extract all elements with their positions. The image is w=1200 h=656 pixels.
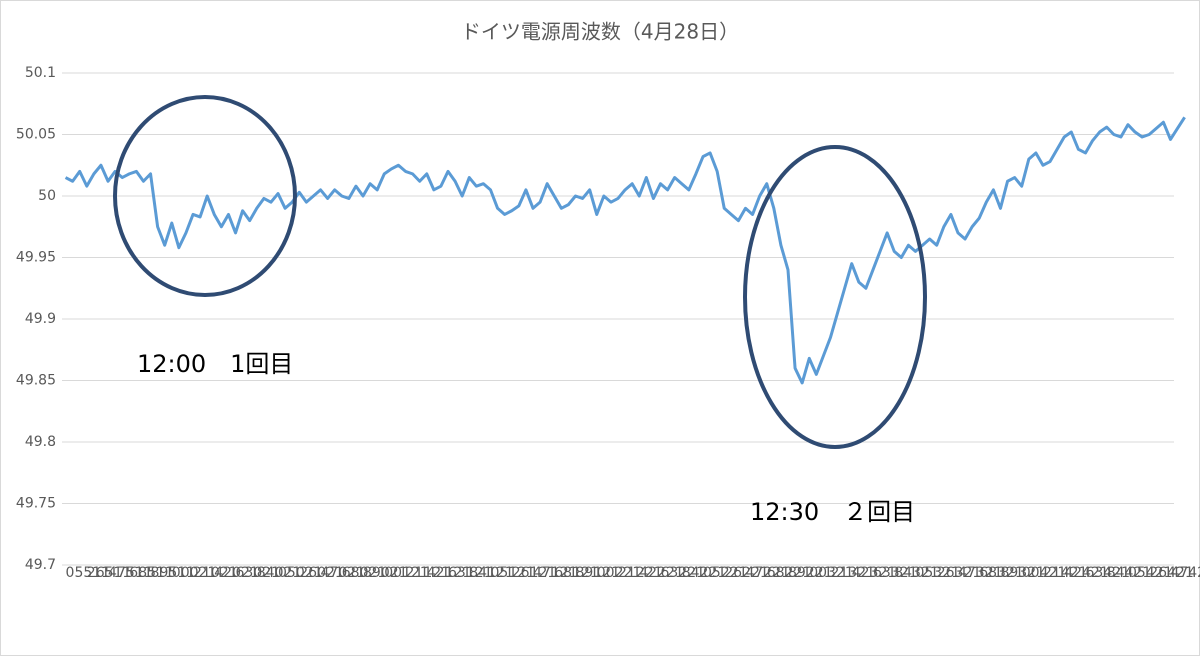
x-tick-label: 42121 [427,565,472,581]
annotation: 12:00 1回目 [137,350,293,378]
x-tick-label: 47221 [745,565,790,581]
x-tick-label: 05021 [278,565,323,581]
highlight-ellipse [113,95,297,297]
x-tick-label: 00121 [384,565,429,581]
x-tick-label: 68021 [342,565,387,581]
x-tick-label: 68321 [979,565,1024,581]
x-tick-label: 89121 [576,565,621,581]
x-tick-label: 63421 [1085,565,1130,581]
x-tick-label: 26511 [87,565,132,581]
x-tick-label: 00221 [597,565,642,581]
x-tick-label: 00421 [1022,565,1067,581]
x-tick-label: 21021 [193,565,238,581]
x-tick-label: 42021 [214,565,259,581]
highlight-ellipse [743,145,927,449]
chart-title: ドイツ電源周波数（4月28日） [461,20,739,44]
x-tick-label: 05511 [66,565,111,581]
x-tick-label: 63021 [236,565,281,581]
x-tick-label: 89321 [1000,565,1045,581]
data-line [64,116,1186,385]
x-tick-label: 42421 [1064,565,1109,581]
y-tick-label: 49.9 [25,311,56,327]
x-tick-label: 47021 [321,565,366,581]
y-tick-label: 50 [38,188,56,204]
x-tick-label: 26421 [1149,565,1194,581]
x-tick-label: 63121 [448,565,493,581]
x-tick-label: 84121 [469,565,514,581]
x-tick-label: 89511 [151,565,196,581]
x-tick-label: 68511 [129,565,174,581]
y-tick-label: 49.8 [25,434,56,450]
x-tick-label: 84221 [682,565,727,581]
x-tick-label: 42321 [852,565,897,581]
x-tick-label: 21221 [618,565,663,581]
x-tick-label: 89021 [363,565,408,581]
x-tick-label: 47511 [108,565,153,581]
x-tick-label: 84321 [894,565,939,581]
x-tick-label: 26121 [512,565,557,581]
x-tick-label: 26321 [937,565,982,581]
x-tick-label: 26221 [724,565,769,581]
x-tick-label: 21321 [830,565,875,581]
x-tick-label: 47321 [958,565,1003,581]
x-tick-label: 05221 [703,565,748,581]
x-tick-label: 89221 [788,565,833,581]
x-tick-label: 26021 [299,565,344,581]
x-tick-label: 47121 [533,565,578,581]
x-tick-label: 47421 [1170,565,1200,581]
y-tick-label: 49.75 [16,496,56,512]
x-tick-label: 84421 [1107,565,1152,581]
x-tick-label: 21121 [406,565,451,581]
x-tick-label: 42221 [639,565,684,581]
y-tick-label: 49.95 [16,250,56,266]
x-tick-label: 68121 [554,565,599,581]
annotation: 12:30 ２回目 [750,498,915,526]
y-tick-label: 49.7 [25,557,56,573]
x-tick-label: 84021 [257,565,302,581]
x-tick-label: 21421 [1043,565,1088,581]
x-tick-label: 63221 [660,565,705,581]
x-tick-label: 05121 [491,565,536,581]
y-tick-label: 50.1 [25,65,56,81]
x-tick-label: 63321 [873,565,918,581]
x-tick-label: 68221 [767,565,812,581]
x-tick-label: 00321 [809,565,854,581]
x-tick-label: 05421 [1128,565,1173,581]
x-tick-label: 05321 [915,565,960,581]
y-tick-label: 50.05 [16,127,56,143]
y-tick-label: 49.85 [16,373,56,389]
x-tick-label: 00021 [172,565,217,581]
